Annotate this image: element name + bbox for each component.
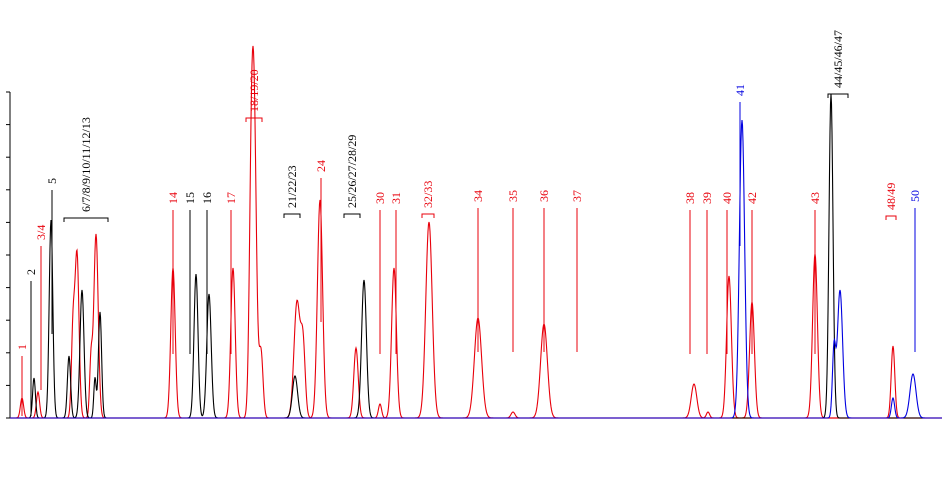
peak-bracket: [343, 213, 361, 218]
peak-label-group: 18/19/20: [245, 69, 263, 122]
red-trace: [10, 45, 942, 419]
peak-label: 24: [314, 160, 328, 172]
peak-label: 50: [908, 190, 922, 202]
peak-label: 3/4: [34, 225, 48, 240]
peak-label-group: 25/26/27/28/29: [343, 135, 361, 218]
peak-label-group: 16: [200, 192, 214, 354]
peak-label-group: 32/33: [421, 181, 435, 218]
peak-labels: 1 2 3/4 5 6/7/8/9/10/11/12/13 14 15 16 17 18/19/2…: [15, 30, 922, 416]
peak-label: 16: [200, 192, 214, 204]
peak-label-group: 14: [166, 192, 180, 354]
peak-bracket: [885, 215, 897, 220]
peak-label: 1: [15, 344, 29, 350]
peak-label: 25/26/27/28/29: [345, 135, 359, 208]
peak-label-group: 2: [24, 269, 38, 416]
peak-label-group: 38: [683, 192, 697, 354]
peak-label-group: 36: [537, 190, 551, 352]
blue-trace: [10, 119, 942, 419]
peak-label-group: 37: [570, 190, 584, 352]
peak-label-group: 35: [506, 190, 520, 352]
peak-label: 40: [720, 192, 734, 204]
peak-label: 30: [373, 192, 387, 204]
peak-label: 38: [683, 192, 697, 204]
peak-bracket: [245, 117, 263, 122]
peak-label-group: 50: [908, 190, 922, 352]
peak-label: 39: [700, 192, 714, 204]
peak-label-group: 40: [720, 192, 734, 354]
peak-label: 41: [733, 84, 747, 96]
peak-label-group: 15: [183, 192, 197, 354]
black-trace: [10, 93, 942, 419]
peak-label: 14: [166, 192, 180, 204]
peak-label: 44/45/46/47: [831, 30, 845, 88]
peak-label: 17: [224, 192, 238, 204]
peak-label: 6/7/8/9/10/11/12/13: [79, 117, 93, 212]
peak-label-group: 39: [700, 192, 714, 354]
peak-bracket: [63, 217, 109, 222]
peak-bracket: [827, 93, 849, 98]
peak-label-group: 6/7/8/9/10/11/12/13: [63, 117, 109, 222]
peak-label: 34: [471, 190, 485, 202]
peak-label: 31: [389, 192, 403, 204]
peak-label: 21/22/23: [285, 165, 299, 208]
peak-label: 43: [808, 192, 822, 204]
peak-label: 35: [506, 190, 520, 202]
peak-label: 2: [24, 269, 38, 275]
peak-label-group: 17: [224, 192, 238, 354]
peak-label-group: 24: [314, 160, 328, 322]
peak-label-group: 3/4: [34, 225, 48, 390]
peak-label: 5: [45, 178, 59, 184]
peak-bracket: [421, 213, 435, 218]
peak-label: 32/33: [421, 181, 435, 208]
peak-label: 15: [183, 192, 197, 204]
peak-label: 36: [537, 190, 551, 202]
peak-label: 37: [570, 190, 584, 202]
peak-label-group: 30: [373, 192, 387, 354]
peak-label-group: 21/22/23: [283, 165, 301, 218]
peak-label-group: 42: [745, 192, 759, 354]
peak-label-group: 41: [733, 84, 747, 246]
peak-label: 42: [745, 192, 759, 204]
peak-bracket: [283, 213, 301, 218]
peak-label-group: 31: [389, 192, 403, 354]
peak-label-group: 5: [45, 178, 59, 334]
peak-label-group: 34: [471, 190, 485, 352]
peak-label-group: 1: [15, 344, 29, 416]
traces: [10, 45, 942, 419]
peak-label-group: 48/49: [884, 183, 898, 220]
peak-label-group: 43: [808, 192, 822, 354]
peak-label: 18/19/20: [247, 69, 261, 112]
peak-label-group: 44/45/46/47: [827, 30, 849, 98]
peak-label: 48/49: [884, 183, 898, 210]
